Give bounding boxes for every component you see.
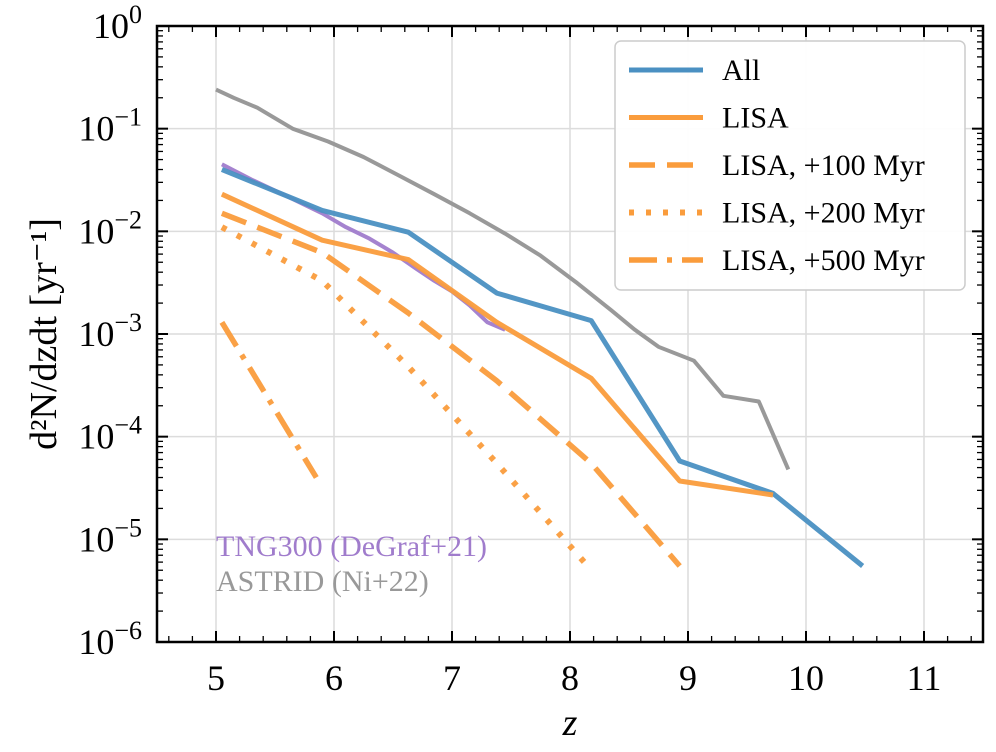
- legend-label: LISA, +200 Myr: [722, 197, 925, 230]
- y-tick-exponent: −6: [114, 616, 142, 645]
- y-tick-label: 10−5: [78, 513, 142, 559]
- y-tick-label: 10−4: [78, 411, 142, 457]
- y-tick-exponent: −3: [114, 308, 142, 337]
- legend-label: LISA, +100 Myr: [722, 149, 925, 182]
- series-line-astrid-ni-22: [215, 87, 791, 471]
- y-tick-label: 10−6: [78, 616, 142, 662]
- series-line-lisa: [220, 191, 774, 498]
- x-tick-label: 5: [207, 658, 225, 698]
- x-tick-label: 8: [561, 658, 579, 698]
- x-tick-label: 6: [325, 658, 343, 698]
- y-tick-label: 10−1: [78, 103, 142, 149]
- series-line-lisa-500-myr: [219, 320, 319, 479]
- series-group: [215, 87, 865, 568]
- legend-box: [614, 40, 966, 291]
- x-axis-label: z: [562, 702, 578, 744]
- y-tick-exponent: −5: [114, 513, 142, 542]
- legend-label: All: [722, 54, 760, 87]
- legend-label: LISA, +500 Myr: [722, 244, 925, 277]
- y-tick-label: 100: [93, 0, 142, 46]
- y-axis-label: d²N/dzdt [yr⁻¹]: [23, 218, 65, 450]
- y-tick-label: 10−3: [78, 308, 142, 354]
- annotation-astrid: ASTRID (Ni+22): [216, 565, 429, 598]
- y-tick-exponent: −2: [114, 205, 142, 234]
- y-tick-exponent: −1: [114, 103, 142, 132]
- plot-frame: [155, 24, 985, 644]
- legend-label: LISA: [722, 102, 789, 135]
- y-tick-exponent: 0: [129, 0, 142, 29]
- annotations: TNG300 (DeGraf+21) ASTRID (Ni+22): [216, 530, 487, 598]
- legend: All LISA LISA, +100 Myr LISA, +200 Myr LISA,…: [614, 40, 966, 291]
- x-tick-label: 10: [788, 658, 824, 698]
- annotation-tng300: TNG300 (DeGraf+21): [216, 530, 487, 563]
- series-line-lisa-200-myr: [220, 224, 590, 568]
- x-tick-label: 9: [679, 658, 697, 698]
- y-tick-label: 10−2: [78, 205, 142, 251]
- x-tick-label: 11: [907, 658, 942, 698]
- x-tick-label: 7: [443, 658, 461, 698]
- series-line-all: [220, 167, 865, 568]
- y-tick-exponent: −4: [114, 411, 142, 440]
- series-line-lisa-100-myr: [220, 210, 682, 568]
